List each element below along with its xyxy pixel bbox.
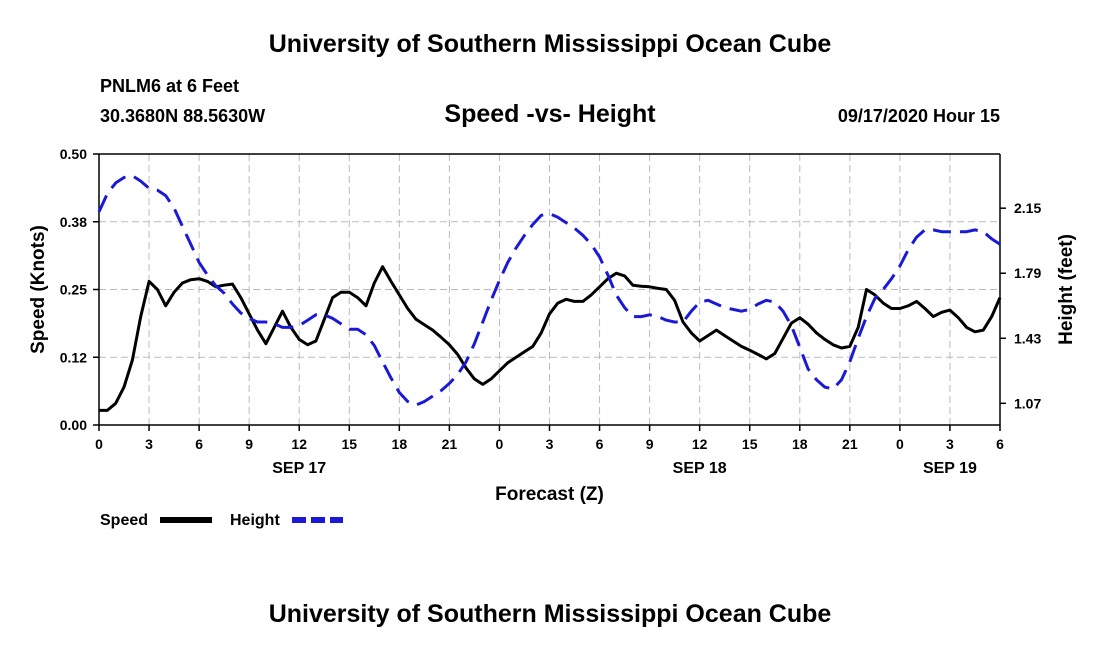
datetime-label: 09/17/2020 Hour 15	[837, 106, 1000, 126]
y2-axis-title: Height (feet)	[1056, 234, 1077, 345]
speed-height-chart: 0.00 0.12 0.25 0.38 0.50 1.07 1.43 1.79 2.15 0 3 6 9…	[28, 146, 1077, 529]
station-label: PNLM6 at 6 Feet	[100, 76, 240, 96]
series-line-speed	[99, 265, 1002, 412]
x-tick-label: 18	[792, 436, 808, 452]
x-tick-label: 9	[245, 436, 253, 452]
x-tick-label: 6	[195, 436, 203, 452]
y-tick-label: 0.00	[60, 417, 87, 433]
x-axis-title: Forecast (Z)	[495, 484, 604, 505]
x-tick-label: 21	[442, 436, 458, 452]
x-tick-label: 0	[95, 436, 103, 452]
x-tick-label: 3	[145, 436, 153, 452]
x-tick-label: 3	[946, 436, 954, 452]
day-label: SEP 17	[272, 460, 326, 477]
y-tick-label: 0.25	[60, 282, 87, 298]
y2-tick-label: 1.79	[1014, 265, 1041, 281]
x-tick-label: 15	[341, 436, 357, 452]
y2-tick-label: 1.43	[1014, 330, 1041, 346]
x-tick-label: 0	[496, 436, 504, 452]
day-label: SEP 18	[673, 460, 727, 477]
x-tick-label: 3	[546, 436, 554, 452]
legend-label-speed: Speed	[100, 512, 148, 529]
x-tick-label: 6	[596, 436, 604, 452]
x-tick-label: 0	[896, 436, 904, 452]
coordinates-label: 30.3680N 88.5630W	[100, 106, 266, 126]
legend-label-height: Height	[230, 512, 280, 529]
y2-tick-label: 2.15	[1014, 200, 1041, 216]
x-tick-label: 12	[291, 436, 307, 452]
day-label: SEP 19	[923, 460, 977, 477]
y-tick-label: 0.50	[60, 146, 87, 162]
y2-tick-label: 1.07	[1014, 395, 1041, 411]
chart-title: Speed -vs- Height	[444, 100, 656, 128]
series-line-height	[97, 174, 1001, 407]
y-tick-label: 0.38	[60, 214, 87, 230]
x-tick-label: 21	[842, 436, 858, 452]
y-axis-title: Speed (Knots)	[28, 225, 49, 354]
page-title-bottom: University of Southern Mississippi Ocean…	[268, 600, 832, 628]
y-tick-label: 0.12	[60, 349, 87, 365]
page-title-top: University of Southern Mississippi Ocean…	[268, 30, 832, 58]
x-tick-label: 9	[646, 436, 654, 452]
x-tick-label: 18	[392, 436, 408, 452]
x-tick-label: 12	[692, 436, 708, 452]
x-tick-label: 15	[742, 436, 758, 452]
x-tick-label: 6	[996, 436, 1004, 452]
